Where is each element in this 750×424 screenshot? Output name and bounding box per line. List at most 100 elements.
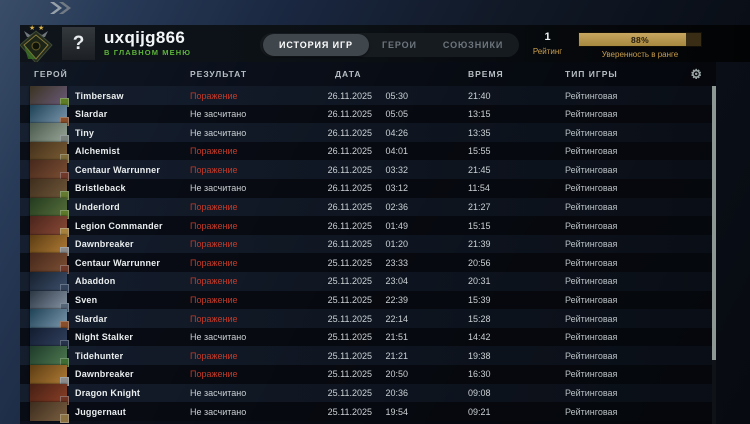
table-row[interactable]: Centaur Warrunner Поражение 26.11.2025 03:3… [20,160,712,182]
scrollbar[interactable] [712,86,716,424]
match-date: 26.11.2025 [327,220,372,231]
match-type: Рейтинговая [565,239,618,250]
hero-portrait [30,178,69,200]
match-type: Рейтинговая [565,332,618,343]
match-duration: 19:38 [468,350,491,361]
match-date: 26.11.2025 [327,202,372,213]
column-header-time: ВРЕМЯ [468,69,504,79]
match-result: Поражение [190,220,238,231]
table-row[interactable]: Timbersaw Поражение 26.11.2025 05:30 21:40 Ре… [20,86,712,107]
hero-name: Centaur Warrunner [75,164,161,175]
match-type: Рейтинговая [565,257,618,268]
match-start-time: 19:54 [385,406,408,417]
table-row[interactable]: Dragon Knight Не засчитано 25.11.2025 20:36… [20,383,712,405]
hero-name: Dawnbreaker [75,239,134,250]
table-row[interactable]: Night Stalker Не засчитано 25.11.2025 21:51… [20,327,712,349]
match-date: 26.11.2025 [327,109,372,120]
hero-facet-icon [60,414,69,424]
hero-cell: Night Stalker [20,327,190,349]
tab-allies[interactable]: СОЮЗНИКИ [442,40,504,50]
match-type: Рейтинговая [565,388,618,398]
match-duration: 11:54 [468,183,490,194]
match-start-time: 20:36 [385,388,408,398]
hero-portrait [30,309,69,331]
match-type: Рейтинговая [565,183,618,194]
settings-gear-icon[interactable]: ⚙ [690,66,703,82]
match-result: Не засчитано [190,332,247,343]
hero-cell: Abaddon [20,271,190,293]
hero-portrait [30,364,69,386]
hero-portrait [30,346,69,368]
match-date: 26.11.2025 [327,127,372,138]
table-row[interactable]: Bristleback Не засчитано 26.11.2025 03:12 11… [20,178,712,200]
hero-name: Dragon Knight [75,388,141,398]
match-type: Рейтинговая [565,350,618,361]
match-start-time: 03:12 [385,183,408,194]
rating-label: Рейтинг [532,47,563,56]
avatar[interactable]: ? [62,27,95,60]
player-status: В ГЛАВНОМ МЕНЮ [104,48,192,57]
column-header-mode: ТИП ИГРЫ [565,69,618,79]
match-duration: 21:39 [468,239,491,250]
hero-portrait [30,253,69,275]
table-row[interactable]: Juggernaut Не засчитано 25.11.2025 19:54 09:… [20,402,712,424]
match-result: Поражение [190,90,238,101]
match-duration: 21:27 [468,202,491,213]
match-start-time: 04:01 [385,146,408,157]
hero-cell: Sven [20,290,190,312]
table-row[interactable]: Dawnbreaker Поражение 25.11.2025 20:50 16:30… [20,364,712,386]
hero-name: Sven [75,295,98,306]
match-result: Не засчитано [190,388,247,398]
rank-confidence-percent: 88% [631,34,649,45]
hero-name: Juggernaut [75,406,127,417]
table-row[interactable]: Tiny Не засчитано 26.11.2025 04:26 13:35 Рейт… [20,123,712,145]
tab-heroes[interactable]: ГЕРОИ [381,40,417,50]
table-row[interactable]: Alchemist Поражение 26.11.2025 04:01 15:55 Ре… [20,141,712,163]
hero-cell: Timbersaw [20,86,190,107]
hero-name: Bristleback [75,183,126,194]
match-date: 26.11.2025 [327,239,372,250]
match-type: Рейтинговая [565,164,618,175]
tab-match-history[interactable]: ИСТОРИЯ ИГР [263,34,369,56]
table-row[interactable]: Legion Commander Поражение 26.11.2025 01:49… [20,216,712,238]
match-result: Поражение [190,257,238,268]
match-result: Поражение [190,146,238,157]
hero-name: Slardar [75,109,108,120]
match-result: Не засчитано [190,406,247,417]
match-date: 25.11.2025 [327,257,372,268]
match-result: Поражение [190,369,238,380]
table-row[interactable]: Tidehunter Поражение 25.11.2025 21:21 19:38 Р… [20,346,712,368]
table-row[interactable]: Sven Поражение 25.11.2025 22:39 15:39 Рейтинг… [20,290,712,312]
table-row[interactable]: Slardar Поражение 25.11.2025 22:14 15:28 Рейт… [20,309,712,331]
match-date: 26.11.2025 [327,183,372,194]
match-type: Рейтинговая [565,202,618,213]
hero-name: Legion Commander [75,220,163,231]
svg-text:★: ★ [29,24,35,32]
match-start-time: 03:32 [385,164,408,175]
table-row[interactable]: Dawnbreaker Поражение 26.11.2025 01:20 21:39… [20,234,712,256]
column-header-date: ДАТА [335,69,362,79]
match-date: 25.11.2025 [327,406,372,417]
hero-name: Tiny [75,127,95,138]
scrollbar-thumb[interactable] [712,86,716,360]
match-date: 25.11.2025 [327,369,372,380]
match-date: 26.11.2025 [327,164,372,175]
hero-portrait [30,327,69,349]
match-duration: 14:42 [468,332,491,343]
rank-confidence-bar: 88% [578,32,702,47]
hero-cell: Dawnbreaker [20,364,190,386]
table-row[interactable]: Centaur Warrunner Поражение 25.11.2025 23:3… [20,253,712,275]
match-type: Рейтинговая [565,127,618,138]
table-row[interactable]: Underlord Поражение 26.11.2025 02:36 21:27 Ре… [20,197,712,219]
match-type: Рейтинговая [565,146,618,157]
match-type: Рейтинговая [565,406,618,417]
table-row[interactable]: Abaddon Поражение 25.11.2025 23:04 20:31 Рейт… [20,271,712,293]
table-row[interactable]: Slardar Не засчитано 26.11.2025 05:05 13:15 Р… [20,104,712,126]
match-start-time: 23:04 [385,276,408,287]
match-type: Рейтинговая [565,369,618,380]
match-duration: 21:40 [468,90,491,101]
hero-portrait [30,104,69,126]
match-type: Рейтинговая [565,220,618,231]
hero-name: Dawnbreaker [75,369,134,380]
hero-portrait [30,141,69,163]
